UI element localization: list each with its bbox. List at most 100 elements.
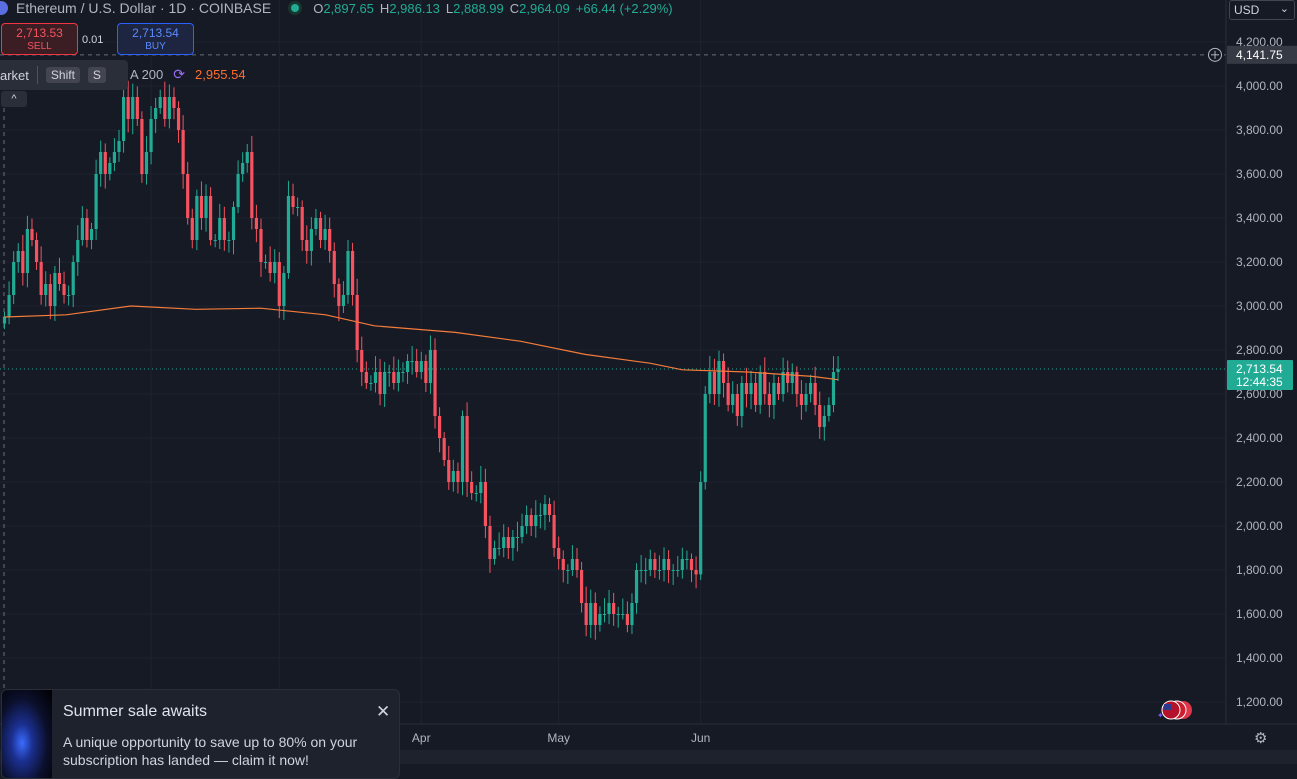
sell-label: SELL: [2, 40, 77, 54]
y-tick-label: 1,200.00: [1236, 695, 1283, 709]
candle-body: [786, 372, 789, 383]
candle-body: [53, 273, 56, 306]
collapse-legend-button[interactable]: ^: [1, 91, 27, 107]
candle-body: [172, 97, 175, 108]
y-tick-label: 2,200.00: [1236, 475, 1283, 489]
candle-body: [594, 603, 597, 625]
candle-body: [159, 97, 162, 108]
candle-body: [814, 383, 817, 405]
last-price-text: 2,713.54: [1236, 362, 1283, 376]
candle-body: [168, 97, 171, 119]
candle-body: [191, 218, 194, 240]
candle-body: [736, 394, 739, 416]
candle-body: [818, 405, 821, 427]
candle-body: [122, 97, 125, 141]
candle-body: [772, 383, 775, 405]
y-tick-label: 1,400.00: [1236, 651, 1283, 665]
candle-body: [296, 207, 299, 208]
candle-body: [246, 152, 249, 163]
currency-select[interactable]: USD ⌄: [1229, 0, 1295, 20]
candle-body: [502, 537, 505, 548]
candle: [704, 386, 707, 489]
candle-body: [177, 108, 180, 130]
candle-body: [305, 240, 308, 251]
candle-body: [644, 570, 647, 571]
candle-body: [392, 372, 395, 383]
us-flag-icon[interactable]: ✦: [1155, 700, 1195, 720]
candle-body: [804, 394, 807, 405]
candle-body: [374, 372, 377, 383]
refresh-icon[interactable]: ⟳: [173, 66, 185, 83]
candle-body: [44, 284, 47, 295]
candle-body: [282, 273, 285, 306]
candle-body: [557, 548, 560, 559]
candle-body: [328, 229, 331, 251]
candle-body: [754, 383, 757, 405]
candle-body: [259, 229, 262, 262]
candle-body: [378, 372, 381, 394]
hotkey-tooltip: arket Shift S: [0, 60, 128, 90]
candle-body: [662, 559, 665, 570]
ohlc-high: H2,986.13: [380, 1, 440, 16]
divider: [37, 66, 38, 84]
candle-body: [397, 372, 400, 383]
candle-body: [777, 383, 780, 394]
buy-button[interactable]: 2,713.54 BUY: [117, 23, 194, 55]
candle-body: [12, 262, 15, 295]
currency-value: USD: [1234, 3, 1259, 17]
candle-body: [81, 218, 84, 240]
candle-body: [301, 207, 304, 240]
candle: [433, 338, 436, 428]
candle-body: [369, 383, 372, 384]
candle-body: [90, 229, 93, 240]
candle-body: [310, 229, 313, 251]
candle-body: [85, 218, 88, 240]
candle-body: [291, 196, 294, 207]
market-status-icon[interactable]: [291, 4, 299, 12]
buy-price: 2,713.54: [118, 26, 193, 40]
sell-price: 2,713.53: [2, 26, 77, 40]
candle-body: [95, 174, 98, 229]
candle-body: [236, 174, 239, 207]
candle-body: [827, 405, 830, 416]
x-tick-label: Apr: [412, 731, 431, 745]
candle-body: [127, 97, 130, 119]
candle-body: [763, 372, 766, 394]
candle-body: [607, 603, 610, 614]
candle-body: [585, 603, 588, 625]
y-tick-label: 2,400.00: [1236, 431, 1283, 445]
candle-body: [250, 152, 253, 218]
candle-body: [200, 196, 203, 218]
candle-body: [273, 262, 276, 273]
candle-body: [278, 262, 281, 306]
candle-body: [218, 218, 221, 240]
sell-button[interactable]: 2,713.53 SELL: [1, 23, 78, 55]
promo-banner[interactable]: Summer sale awaits A unique opportunity …: [1, 689, 400, 779]
candle-body: [516, 537, 519, 538]
ohlc-change: +66.44 (+2.29%): [576, 1, 673, 16]
indicator-legend[interactable]: A 200 ⟳ 2,955.54: [130, 66, 246, 83]
shift-key: Shift: [46, 67, 80, 83]
candle-body: [479, 482, 482, 493]
candle-body: [209, 196, 212, 240]
candle-body: [548, 504, 551, 515]
candle-body: [223, 218, 226, 240]
close-icon[interactable]: ✕: [376, 702, 390, 722]
gear-icon[interactable]: ⚙: [1254, 729, 1267, 747]
ethereum-icon: [0, 1, 8, 15]
candle-body: [67, 295, 70, 296]
candle-body: [717, 361, 720, 394]
symbol-title[interactable]: Ethereum / U.S. Dollar · 1D · COINBASE: [16, 0, 271, 16]
candle-body: [443, 438, 446, 460]
candle-body: [401, 372, 404, 373]
candle-body: [21, 251, 24, 273]
candle-body: [40, 262, 43, 295]
svg-text:✦: ✦: [1157, 711, 1164, 720]
candle-body: [832, 372, 835, 405]
candle-body: [823, 416, 826, 427]
candle-body: [488, 526, 491, 559]
candle-body: [333, 251, 336, 284]
y-tick-label: 3,800.00: [1236, 123, 1283, 137]
candle-body: [580, 570, 583, 603]
